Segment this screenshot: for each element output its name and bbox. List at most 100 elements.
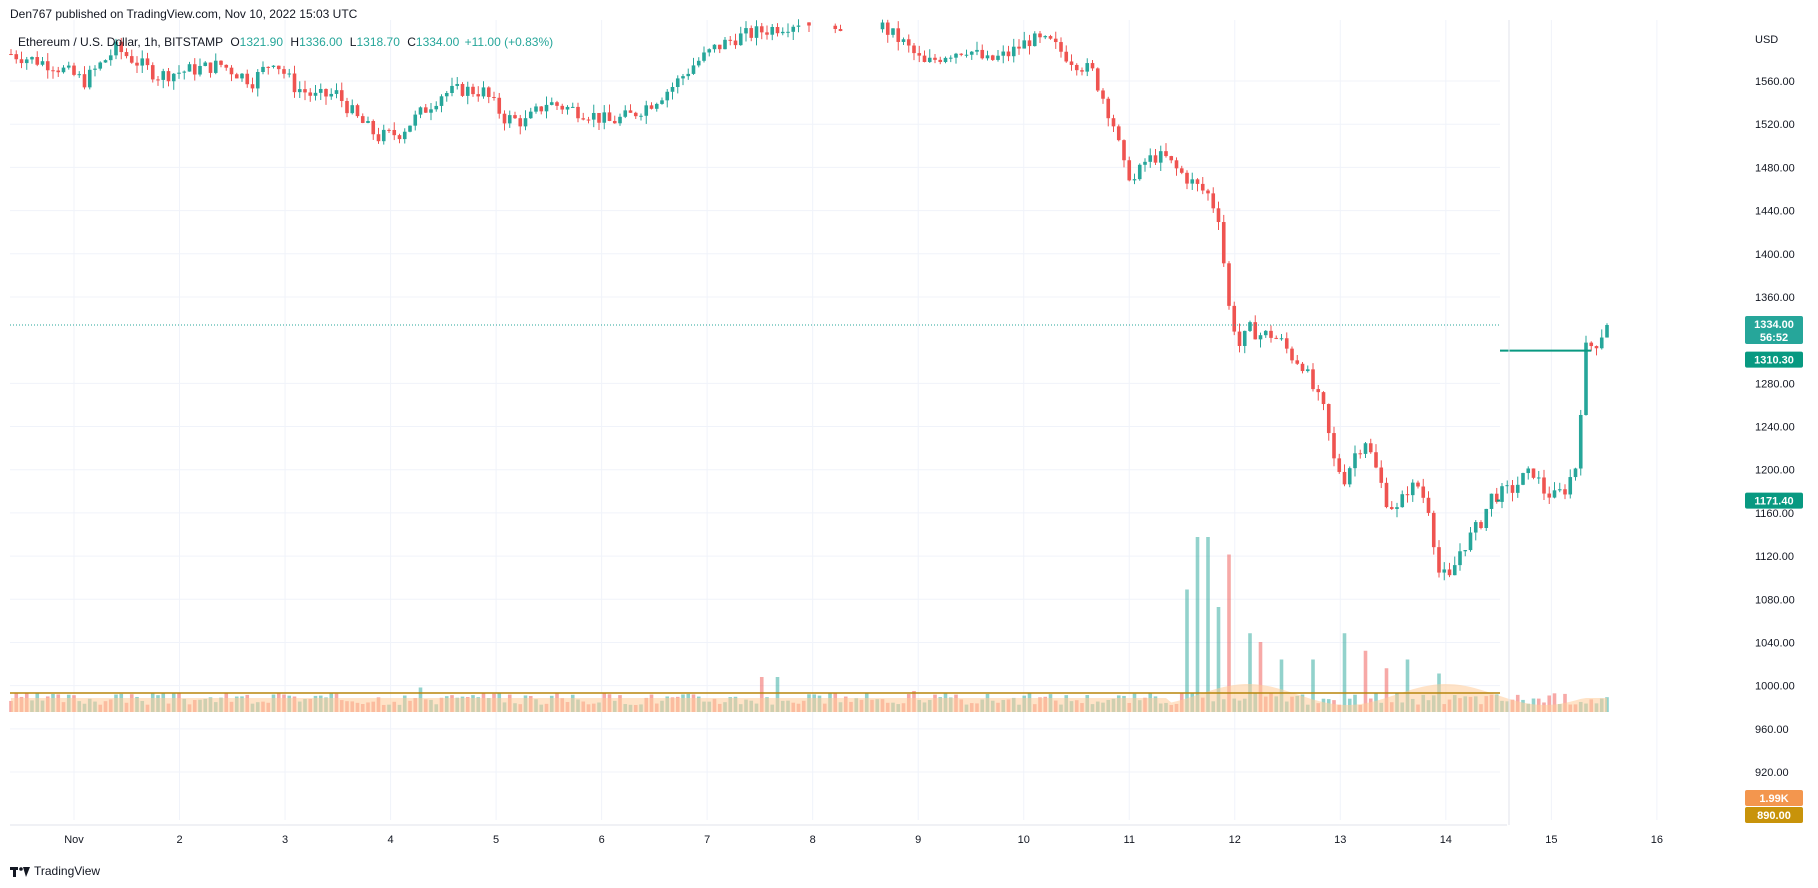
candle-body — [387, 129, 391, 131]
y-tick-label: 1480.00 — [1755, 162, 1795, 174]
x-tick-label: 13 — [1334, 834, 1346, 846]
tradingview-footer[interactable]: TradingView — [10, 864, 100, 878]
x-tick-label: 4 — [388, 834, 394, 846]
overlays — [10, 324, 1592, 694]
candle-body — [544, 104, 549, 112]
candle-body — [565, 106, 570, 110]
volume-bar — [1195, 537, 1200, 712]
x-tick-label: 6 — [599, 834, 605, 846]
candle-body — [1017, 46, 1021, 49]
candle-body — [1494, 493, 1499, 502]
candle-body — [1158, 151, 1163, 163]
candle-body — [1032, 33, 1037, 47]
candle-body — [534, 106, 538, 112]
candle-body — [612, 120, 617, 124]
candle-body — [1059, 42, 1063, 52]
candle-body — [623, 110, 628, 117]
candle-body — [224, 64, 229, 68]
volume-bar — [1185, 589, 1189, 712]
candle-body — [985, 55, 990, 59]
candle-body — [434, 105, 439, 110]
candle-body — [282, 69, 286, 74]
candle-body — [1174, 160, 1179, 169]
candle-body — [497, 97, 502, 114]
tradingview-logo-icon — [10, 866, 30, 877]
candle-body — [156, 79, 160, 81]
candle-body — [996, 55, 1000, 60]
y-tick-label: 920.00 — [1755, 767, 1789, 779]
candle-body — [1573, 468, 1578, 478]
y-tick-label: 1440.00 — [1755, 206, 1795, 218]
candle-body — [933, 57, 937, 60]
candle-body — [507, 115, 512, 124]
level-lower-badge — [1745, 492, 1803, 509]
volume-bar — [775, 677, 780, 712]
level-upper-badge-text: 1310.30 — [1754, 355, 1794, 367]
candle-body — [1148, 155, 1153, 162]
candle-body — [1400, 494, 1405, 508]
candle-body — [1164, 151, 1168, 157]
candle-body — [93, 68, 97, 70]
candle-body — [1300, 363, 1305, 372]
candle-body — [313, 92, 318, 96]
candle-body — [959, 53, 964, 55]
candle-body — [276, 65, 281, 70]
candle-body — [660, 100, 664, 104]
candle-body — [717, 44, 722, 50]
candle-body — [1594, 346, 1599, 349]
candle-body — [838, 28, 843, 32]
candle-body — [98, 62, 103, 69]
level-lower-badge-text: 1171.40 — [1754, 496, 1793, 508]
candle-body — [738, 33, 743, 46]
candle-body — [161, 71, 166, 80]
last-price-badge-text: 56:52 — [1760, 332, 1788, 344]
candle-body — [87, 69, 92, 88]
y-tick-label: 1560.00 — [1755, 76, 1795, 88]
volume-ma-badge-text: 890.00 — [1757, 810, 1791, 822]
candle-body — [901, 39, 906, 42]
candle-body — [723, 39, 727, 50]
candle-body — [486, 87, 491, 97]
candle-body — [213, 60, 218, 73]
candle-body — [423, 107, 428, 113]
volume-bar — [1363, 650, 1368, 712]
candle-body — [1006, 51, 1011, 57]
candle-body — [1143, 161, 1147, 165]
candle-body — [24, 59, 29, 64]
candle-body — [397, 135, 402, 140]
candle-body — [1295, 360, 1300, 364]
candle-body — [402, 131, 407, 140]
candle-body — [371, 121, 376, 135]
x-tick-label: 10 — [1018, 834, 1030, 846]
candle-body — [255, 71, 260, 89]
candle-body — [1311, 369, 1315, 390]
candle-body — [770, 27, 775, 35]
candle-body — [539, 106, 544, 112]
candle-body — [1263, 330, 1268, 336]
candle-body — [975, 49, 979, 52]
candle-body — [182, 71, 187, 73]
candle-body — [954, 53, 958, 58]
candle-body — [1384, 482, 1389, 508]
candle-body — [439, 96, 444, 106]
candle-body — [1505, 485, 1510, 487]
candle-body — [943, 57, 948, 63]
candle-body — [135, 62, 139, 66]
candle-body — [77, 74, 82, 76]
candle-body — [707, 49, 712, 53]
candle-body — [1090, 63, 1095, 69]
candle-body — [555, 102, 559, 106]
legend-symbol[interactable]: Ethereum / U.S. Dollar, 1h, BITSTAMP — [18, 35, 223, 49]
x-tick-label: 16 — [1651, 834, 1663, 846]
x-tick-label: 15 — [1545, 834, 1557, 846]
volume-bar — [1547, 695, 1552, 712]
candle-body — [754, 26, 759, 38]
candle-body — [1284, 338, 1289, 349]
candle-body — [1290, 348, 1294, 361]
candle-body — [581, 118, 586, 120]
candle-body — [171, 73, 176, 82]
x-tick-label: 5 — [493, 834, 499, 846]
candle-body — [1605, 325, 1609, 338]
candle-body — [355, 105, 360, 117]
